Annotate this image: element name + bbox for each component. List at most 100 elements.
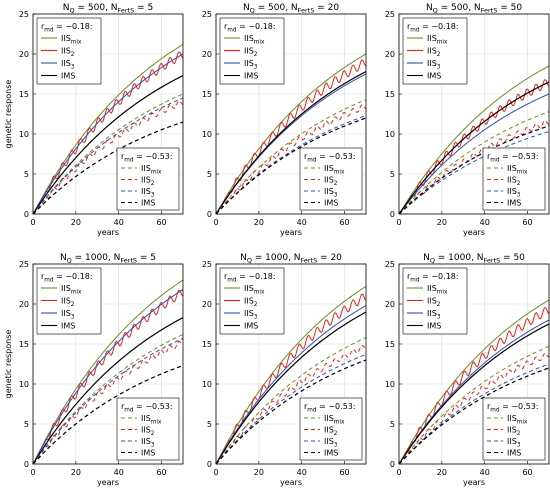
series-line-iis-3-r053 xyxy=(398,131,550,215)
legend-bottom xyxy=(482,147,546,211)
legend-entry-label: IIS3 xyxy=(61,59,75,71)
series-line-iis-mix-r018 xyxy=(398,65,550,215)
x-axis-label: years xyxy=(463,478,485,487)
series-line-iis-3-r053 xyxy=(32,97,184,215)
x-tick-label: 20 xyxy=(254,468,264,477)
x-axis-label: years xyxy=(97,228,119,237)
legend-entry-label: IIS3 xyxy=(61,309,75,321)
legend-entry-label: IIS3 xyxy=(244,59,258,71)
legend-entry-label: IISmix xyxy=(324,164,345,176)
series-line-iis-3-r018 xyxy=(398,319,550,465)
x-tick-label: 20 xyxy=(71,468,81,477)
plot-frame xyxy=(215,263,367,465)
y-tick-label: 25 xyxy=(385,260,395,269)
y-tick-label: 20 xyxy=(202,300,212,309)
y-tick-label: 15 xyxy=(385,340,395,349)
legend-entry-label: IIS3 xyxy=(427,59,441,71)
x-tick-label: 40 xyxy=(480,218,490,227)
legend-entry-label: IIS3 xyxy=(507,187,521,199)
series-line-iis-mix-r053 xyxy=(215,337,367,465)
chart-title: NQ = 1000, NFertS = 50 xyxy=(423,253,525,265)
x-tick-label: 0 xyxy=(30,218,35,227)
chart-title: NQ = 500, NFertS = 5 xyxy=(63,3,153,15)
y-tick-label: 15 xyxy=(19,90,29,99)
legend-entry-label: IIS3 xyxy=(244,309,258,321)
legend-entry-label: IIS2 xyxy=(427,47,441,59)
x-tick-label: 60 xyxy=(339,468,349,477)
series-line-iis-2-r053 xyxy=(398,120,550,215)
legend-top-title: rmd = −0.18: xyxy=(224,272,276,284)
legend-entry-label: IISmix xyxy=(141,414,162,426)
y-axis-label: genetic response xyxy=(4,330,13,399)
y-tick-label: 15 xyxy=(385,90,395,99)
y-tick-label: 10 xyxy=(202,380,212,389)
series-line-iis-2-r053 xyxy=(32,341,184,465)
legend-entry-label: IMS xyxy=(61,72,75,81)
series-line-iis-3-r018 xyxy=(32,289,184,465)
y-tick-label: 15 xyxy=(202,90,212,99)
series-line-ims-r018 xyxy=(32,317,184,465)
legend-top-title: rmd = −0.18: xyxy=(407,272,459,284)
y-tick-label: 25 xyxy=(385,10,395,19)
legend-bottom xyxy=(299,147,363,211)
legend-entry-label: IIS2 xyxy=(507,176,521,188)
plot-frame xyxy=(398,13,550,215)
y-tick-label: 5 xyxy=(390,420,395,429)
y-tick-label: 10 xyxy=(19,380,29,389)
x-axis-label: years xyxy=(463,228,485,237)
legend-top-title: rmd = −0.18: xyxy=(41,272,93,284)
legend-entry-label: IISmix xyxy=(141,164,162,176)
legend-entry-label: IMS xyxy=(427,72,441,81)
legend-entry-label: IIS2 xyxy=(141,176,155,188)
y-tick-label: 20 xyxy=(385,50,395,59)
y-tick-label: 20 xyxy=(19,50,29,59)
x-tick-label: 40 xyxy=(480,468,490,477)
legend-bottom-title: rmd = −0.53: xyxy=(304,152,356,164)
series-line-ims-r018 xyxy=(398,323,550,465)
legend-entry-label: IIS2 xyxy=(141,426,155,438)
chart-panel-3: 0 20 40 60 0 5 10 15 20 25 years NQ = 500, NFertS =… xyxy=(385,3,550,237)
series-line-ims-r018 xyxy=(32,75,184,215)
plot-frame xyxy=(32,263,184,465)
chart-panel-4: 0 20 40 60 0 5 10 15 20 25 years genetic response NQ… xyxy=(4,253,184,487)
series-line-iis-2-r053 xyxy=(398,352,550,465)
series-line-ims-r018 xyxy=(215,311,367,465)
x-axis-label: years xyxy=(280,478,302,487)
x-tick-label: 0 xyxy=(396,218,401,227)
x-tick-label: 0 xyxy=(213,218,218,227)
x-axis-label: years xyxy=(280,228,302,237)
series-line-ims-r018 xyxy=(215,71,367,215)
legend-bottom-title: rmd = −0.53: xyxy=(121,152,173,164)
series-line-iis-3-r053 xyxy=(215,353,367,465)
series-line-iis-3-r018 xyxy=(32,53,184,215)
legend-entry-label: IIS2 xyxy=(324,176,338,188)
x-tick-label: 40 xyxy=(297,218,307,227)
series-line-ims-r053 xyxy=(32,365,184,465)
legend-bottom xyxy=(116,397,180,461)
y-tick-label: 0 xyxy=(390,460,395,469)
series-line-iis-mix-r018 xyxy=(32,279,184,465)
legend-bottom-title: rmd = −0.53: xyxy=(487,152,539,164)
legend-entry-label: IIS3 xyxy=(141,187,155,199)
legend-entry-label: IIS2 xyxy=(324,426,338,438)
y-tick-label: 10 xyxy=(202,130,212,139)
legend-entry-label: IMS xyxy=(141,199,155,208)
plot-frame xyxy=(32,13,184,215)
y-tick-label: 5 xyxy=(24,420,29,429)
legend-entry-label: IISmix xyxy=(61,34,82,46)
x-tick-label: 20 xyxy=(437,218,447,227)
series-line-iis-3-r018 xyxy=(215,305,367,465)
legend-entry-label: IISmix xyxy=(427,34,448,46)
legend-bottom xyxy=(482,397,546,461)
legend-entry-label: IISmix xyxy=(427,284,448,296)
series-line-iis-mix-r018 xyxy=(32,43,184,215)
y-tick-label: 5 xyxy=(390,170,395,179)
legend-entry-label: IMS xyxy=(244,72,258,81)
y-tick-label: 0 xyxy=(207,210,212,219)
y-tick-label: 20 xyxy=(202,50,212,59)
legend-entry-label: IIS3 xyxy=(507,437,521,449)
legend-entry-label: IIS3 xyxy=(141,437,155,449)
legend-entry-label: IMS xyxy=(507,449,521,458)
legend-bottom-title: rmd = −0.53: xyxy=(121,402,173,414)
